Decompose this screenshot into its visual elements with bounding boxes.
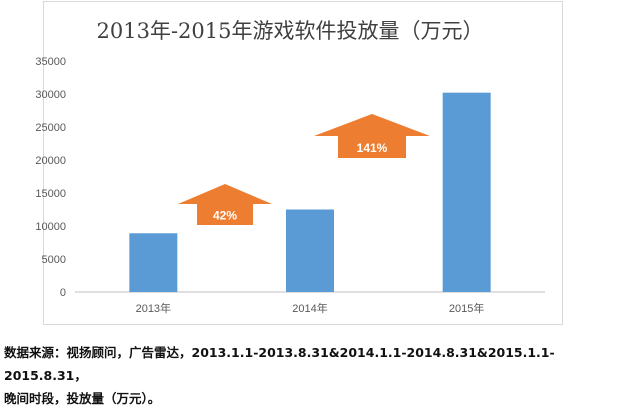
source-label: 数据来源：视扬顾问，广告雷达， [4, 345, 192, 360]
y-axis: 0 5000 10000 15000 20000 25000 30000 35000 [35, 56, 66, 299]
source-note: 数据来源：视扬顾问，广告雷达，2013.1.1-2013.8.31&2014.1… [4, 341, 630, 410]
x-tick-label: 2014年 [292, 301, 327, 315]
x-tick-label: 2015年 [449, 301, 484, 315]
source-tail: 晚间时段，投放量（万元）。 [4, 391, 161, 406]
bar [129, 233, 178, 292]
source-dates: 2013.1.1-2013.8.31&2014.1.1-2014.8.31&20… [4, 345, 555, 383]
x-tick-label: 2013年 [136, 301, 171, 315]
y-tick-label: 15000 [35, 188, 66, 200]
growth-arrow: 42% [178, 184, 272, 225]
growth-annotations: 42% 141% [178, 114, 430, 225]
y-tick-label: 0 [60, 287, 66, 299]
chart-title: 2013年-2015年游戏软件投放量（万元） [97, 19, 484, 43]
y-tick-label: 25000 [35, 122, 66, 134]
y-tick-label: 20000 [35, 155, 66, 167]
growth-arrow-shape [314, 114, 430, 158]
growth-arrow-shape [178, 184, 272, 225]
y-tick-label: 30000 [35, 89, 66, 101]
y-tick-label: 5000 [42, 254, 66, 266]
growth-arrow: 141% [314, 114, 430, 158]
bar-chart: 2013年-2015年游戏软件投放量（万元） 0 5000 10000 15000 20… [35, 19, 545, 315]
y-tick-label: 35000 [35, 56, 66, 68]
bar [286, 209, 334, 292]
bars [129, 92, 491, 293]
y-tick-label: 10000 [35, 221, 66, 233]
growth-label: 141% [357, 141, 388, 155]
x-axis: 2013年 2014年 2015年 [136, 301, 485, 315]
growth-label: 42% [213, 209, 237, 223]
bar [442, 92, 491, 293]
